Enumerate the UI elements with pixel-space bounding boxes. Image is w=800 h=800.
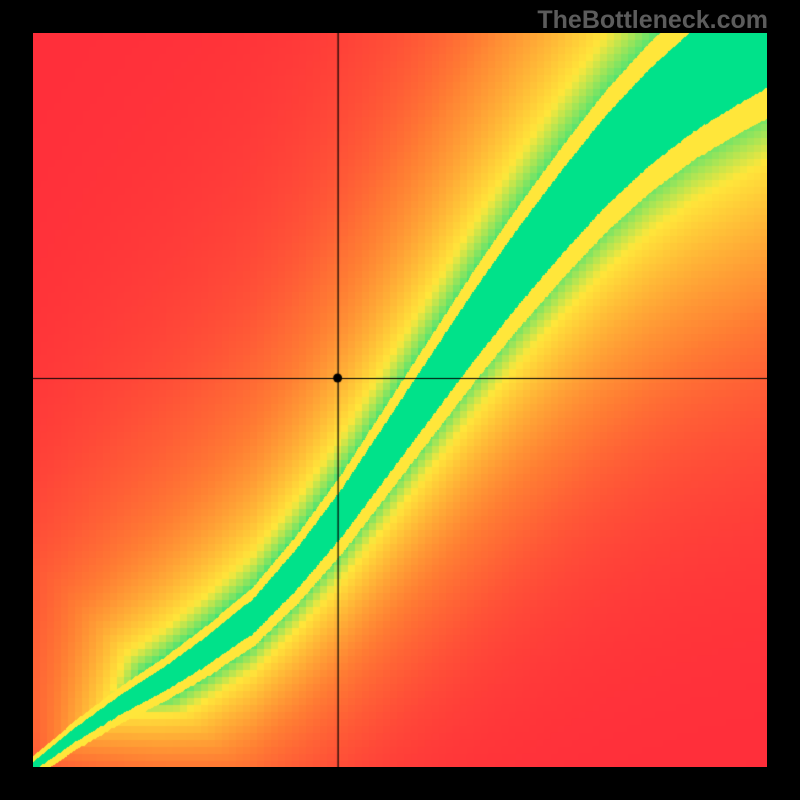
watermark-text: TheBottleneck.com <box>537 6 768 35</box>
heatmap-canvas <box>33 33 767 767</box>
bottleneck-heatmap <box>33 33 767 767</box>
figure-container: TheBottleneck.com <box>0 0 800 800</box>
